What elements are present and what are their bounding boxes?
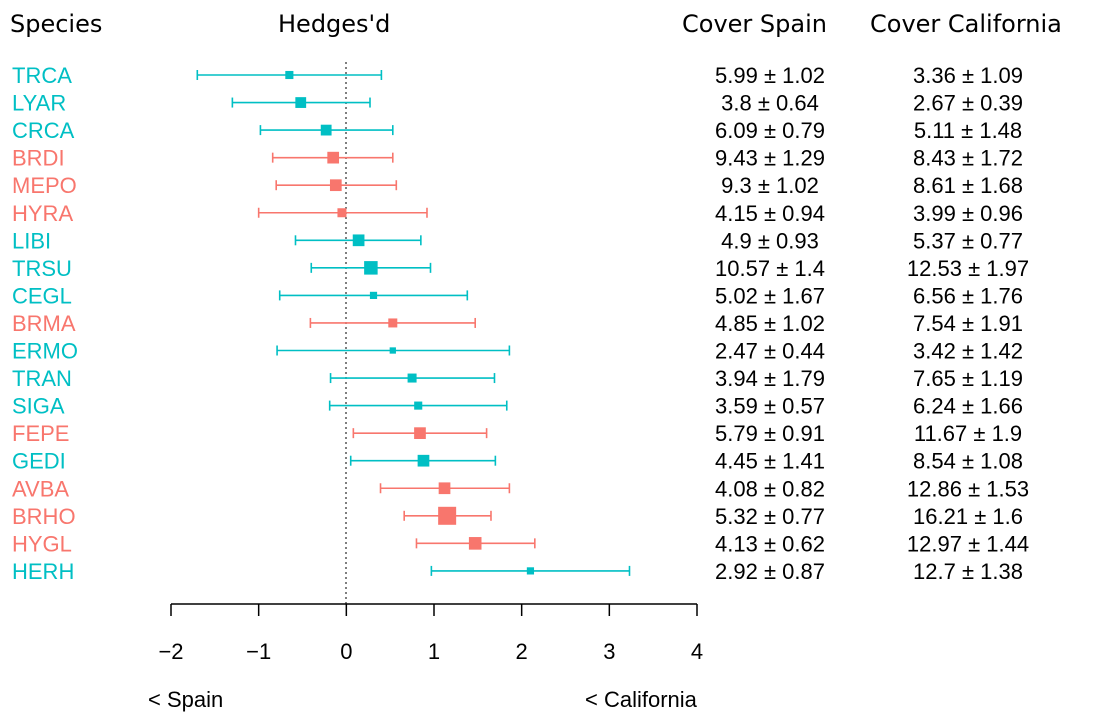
- species-label: LYAR: [12, 91, 66, 116]
- cover-california-header: Cover California: [870, 10, 1062, 38]
- cover-california-value: 8.54 ± 1.08: [913, 449, 1023, 474]
- axis-tick-label: −1: [246, 639, 271, 664]
- cover-spain-value: 2.47 ± 0.44: [715, 339, 825, 364]
- species-label: BRDI: [12, 146, 65, 171]
- species-label: HYRA: [12, 201, 73, 226]
- cover-california-value: 3.42 ± 1.42: [913, 339, 1023, 364]
- cover-california-value: 6.56 ± 1.76: [913, 283, 1023, 308]
- effect-point: [369, 291, 378, 299]
- cover-spain-value: 9.3 ± 1.02: [721, 173, 819, 198]
- cover-california-value: 5.11 ± 1.48: [914, 118, 1022, 143]
- cover-spain-value: 4.45 ± 1.41: [715, 449, 825, 474]
- direction-label-left: < Spain: [148, 687, 223, 712]
- effect-point: [364, 261, 378, 275]
- species-label: BRMA: [12, 311, 76, 336]
- effect-point: [417, 454, 430, 467]
- effect-point: [468, 537, 482, 550]
- x-axis: −2 −1 0 1 2 3 4: [158, 603, 703, 664]
- cover-california-value: 3.36 ± 1.09: [913, 63, 1023, 88]
- species-label: ERMO: [12, 339, 78, 364]
- species-header: Species: [10, 10, 103, 38]
- species-label: GEDI: [12, 449, 66, 474]
- species-label: BRHO: [12, 504, 76, 529]
- cover-california-value: 6.24 ± 1.66: [913, 394, 1023, 419]
- cover-california-value: 12.53 ± 1.97: [907, 256, 1029, 281]
- cover-spain-value: 9.43 ± 1.29: [715, 146, 825, 171]
- cover-spain-header: Cover Spain: [682, 10, 827, 38]
- species-label: CEGL: [12, 283, 72, 308]
- effect-size-header: Hedges'd: [278, 10, 391, 38]
- axis-tick-label: 0: [340, 639, 352, 664]
- cover-california-value: 7.54 ± 1.91: [913, 311, 1023, 336]
- cover-spain-value: 5.99 ± 1.02: [715, 63, 825, 88]
- cover-spain-value: 3.94 ± 1.79: [715, 366, 825, 391]
- effect-point: [327, 151, 340, 164]
- species-label: CRCA: [12, 118, 75, 143]
- cover-california-value: 12.97 ± 1.44: [907, 531, 1029, 556]
- effect-point: [320, 124, 332, 136]
- effect-point: [388, 318, 398, 328]
- species-label: MEPO: [12, 173, 77, 198]
- cover-spain-value: 5.79 ± 0.91: [715, 421, 825, 446]
- cover-spain-value: 2.92 ± 0.87: [715, 559, 825, 584]
- species-label: AVBA: [12, 476, 69, 501]
- species-label: HYGL: [12, 531, 72, 556]
- effect-point: [414, 401, 423, 410]
- cover-spain-value: 6.09 ± 0.79: [715, 118, 825, 143]
- effect-point: [414, 427, 426, 439]
- forest-rows: TRCA 5.99 ± 1.02 3.36 ± 1.09 LYAR 3.8 ± 0.64…: [12, 63, 1029, 584]
- effect-point: [526, 567, 535, 575]
- cover-spain-value: 3.8 ± 0.64: [721, 91, 819, 116]
- cover-spain-value: 4.85 ± 1.02: [715, 311, 825, 336]
- cover-california-value: 11.67 ± 1.9: [914, 421, 1022, 446]
- effect-point: [389, 347, 396, 354]
- cover-spain-value: 4.9 ± 0.93: [721, 228, 819, 253]
- cover-spain-value: 5.02 ± 1.67: [715, 283, 825, 308]
- cover-california-value: 2.67 ± 0.39: [913, 91, 1023, 116]
- effect-point: [407, 373, 417, 383]
- cover-spain-value: 4.08 ± 0.82: [715, 476, 825, 501]
- axis-tick-label: 3: [603, 639, 615, 664]
- effect-point: [352, 234, 365, 247]
- effect-point: [285, 70, 294, 80]
- effect-point: [438, 506, 457, 525]
- cover-spain-value: 5.32 ± 0.77: [715, 504, 825, 529]
- cover-california-value: 8.43 ± 1.72: [913, 146, 1023, 171]
- species-label: TRCA: [12, 63, 72, 88]
- cover-california-value: 5.37 ± 0.77: [913, 228, 1023, 253]
- effect-point: [438, 482, 451, 495]
- cover-spain-value: 4.13 ± 0.62: [715, 531, 825, 556]
- species-label: SIGA: [12, 394, 65, 419]
- species-label: FEPE: [12, 421, 69, 446]
- species-label: TRSU: [12, 256, 72, 281]
- cover-spain-value: 3.59 ± 0.57: [715, 394, 825, 419]
- cover-california-value: 12.7 ± 1.38: [913, 559, 1023, 584]
- axis-tick-label: 4: [691, 639, 703, 664]
- axis-tick-label: 1: [428, 639, 440, 664]
- cover-california-value: 7.65 ± 1.19: [913, 366, 1023, 391]
- cover-california-value: 3.99 ± 0.96: [913, 201, 1023, 226]
- cover-california-value: 8.61 ± 1.68: [913, 173, 1023, 198]
- species-label: HERH: [12, 559, 74, 584]
- effect-point: [329, 179, 342, 192]
- effect-point: [337, 208, 347, 218]
- cover-spain-value: 4.15 ± 0.94: [715, 201, 825, 226]
- species-label: LIBI: [12, 228, 51, 253]
- axis-tick-label: −2: [158, 639, 183, 664]
- direction-label-right: < California: [585, 687, 698, 712]
- axis-tick-label: 2: [516, 639, 528, 664]
- cover-california-value: 12.86 ± 1.53: [907, 476, 1029, 501]
- cover-spain-value: 10.57 ± 1.4: [715, 256, 825, 281]
- species-label: TRAN: [12, 366, 72, 391]
- effect-point: [295, 97, 307, 108]
- cover-california-value: 16.21 ± 1.6: [913, 504, 1023, 529]
